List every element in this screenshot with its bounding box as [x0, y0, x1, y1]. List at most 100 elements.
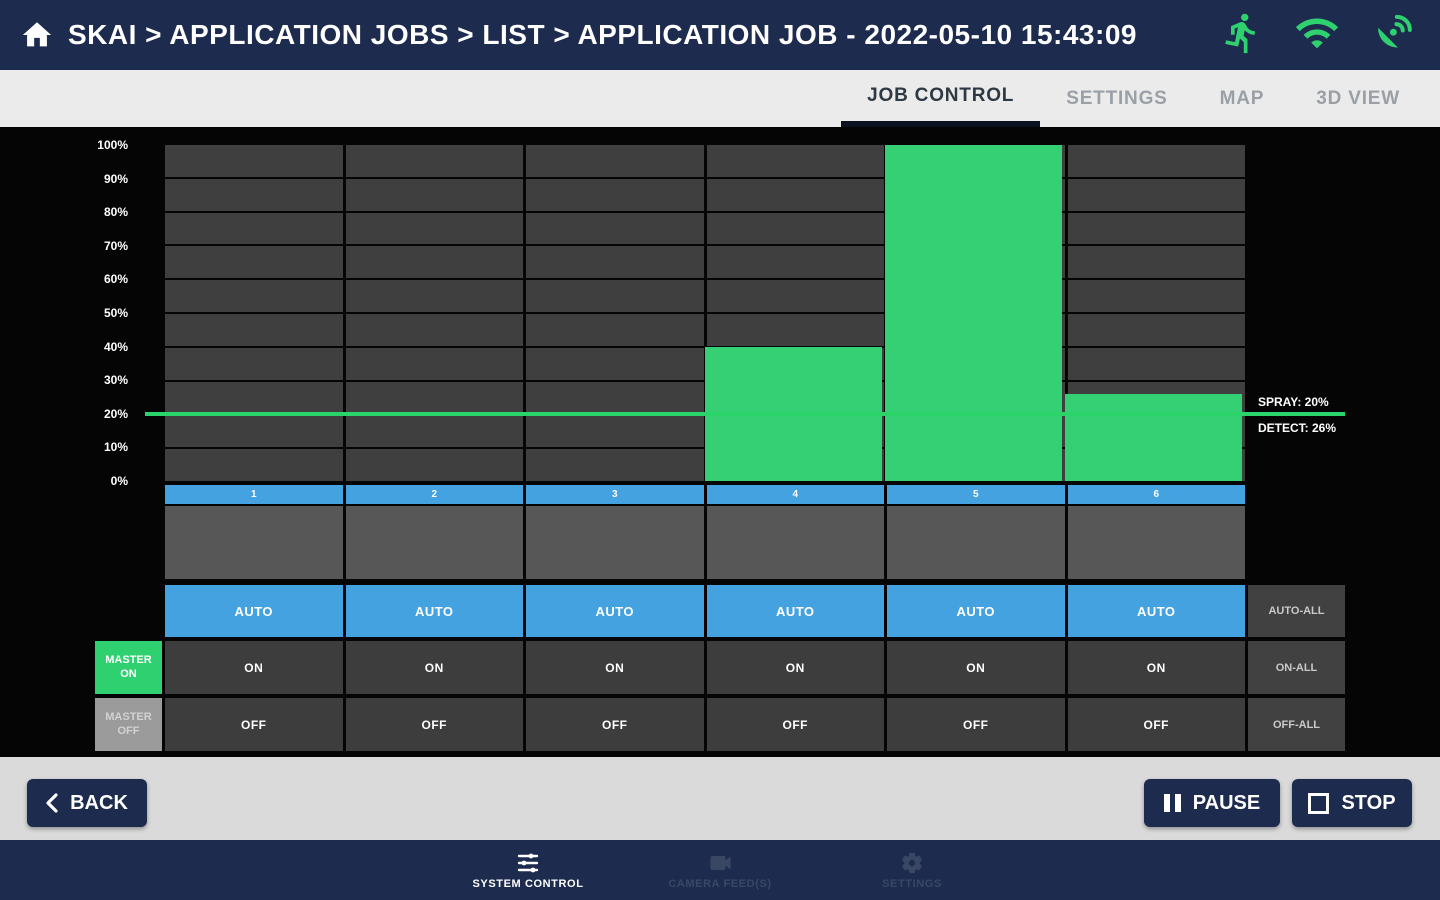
- channel-status-row: [165, 506, 1245, 579]
- y-axis-label: 10%: [103, 440, 128, 455]
- grid-cell: [1067, 246, 1245, 279]
- chevron-left-icon: [46, 793, 58, 813]
- grid-cell: [526, 381, 704, 414]
- on-button-6[interactable]: ON: [1067, 641, 1245, 694]
- auto-button-6[interactable]: AUTO: [1067, 585, 1245, 637]
- on-button-3[interactable]: ON: [526, 641, 704, 694]
- spray-label: SPRAY: 20%: [1255, 394, 1332, 410]
- y-axis-label: 30%: [103, 373, 128, 388]
- on-button-1[interactable]: ON: [165, 641, 343, 694]
- grid-cell: [345, 449, 523, 481]
- nav-camera-feeds[interactable]: CAMERA FEED(S): [647, 851, 793, 890]
- spray-bar-column-5: [885, 145, 1062, 481]
- pause-button-label: PAUSE: [1192, 791, 1261, 814]
- off-all-button[interactable]: OFF-ALL: [1248, 698, 1345, 751]
- master-off-button[interactable]: MASTER OFF: [95, 698, 162, 751]
- channel-status-cell: [1067, 506, 1245, 579]
- grid-cell: [706, 145, 884, 177]
- y-axis-label: 0%: [110, 474, 128, 488]
- job-control-panel: 100% 90% 80% 70% 60% 50% 40% 30% 20% 10%…: [0, 127, 1440, 757]
- channel-index-2: 2: [345, 485, 523, 504]
- tab-settings[interactable]: SETTINGS: [1066, 87, 1168, 109]
- wifi-status-icon: [1294, 10, 1340, 61]
- detect-label: DETECT: 26%: [1255, 420, 1340, 436]
- pause-button[interactable]: PAUSE: [1144, 779, 1280, 827]
- tab-job-control[interactable]: JOB CONTROL: [841, 70, 1041, 127]
- tab-map[interactable]: MAP: [1219, 87, 1265, 109]
- y-axis-label: 70%: [103, 238, 128, 253]
- y-axis-label: 90%: [103, 171, 128, 186]
- off-button-6[interactable]: OFF: [1067, 698, 1245, 751]
- grid-cell: [345, 280, 523, 312]
- grid-cell: [345, 212, 523, 245]
- grid-cell: [526, 145, 704, 177]
- stop-button[interactable]: STOP: [1292, 779, 1412, 827]
- nav-settings[interactable]: SETTINGS: [839, 851, 985, 890]
- nav-system-control-label: SYSTEM CONTROL: [472, 877, 584, 890]
- off-button-3[interactable]: OFF: [526, 698, 704, 751]
- auto-button-4[interactable]: AUTO: [706, 585, 884, 637]
- auto-all-button[interactable]: AUTO-ALL: [1248, 585, 1345, 637]
- grid-cell: [706, 313, 884, 346]
- y-axis-label: 40%: [103, 339, 128, 354]
- on-button-4[interactable]: ON: [706, 641, 884, 694]
- grid-cell: [345, 178, 523, 211]
- y-axis-label: 80%: [103, 205, 128, 220]
- grid-cell: [1067, 280, 1245, 312]
- y-axis: 100% 90% 80% 70% 60% 50% 40% 30% 20% 10%…: [0, 138, 150, 488]
- grid-cell: [165, 212, 343, 245]
- channel-status-cell: [526, 506, 704, 579]
- grid-cell: [345, 313, 523, 346]
- back-button[interactable]: BACK: [27, 779, 147, 827]
- off-button-2[interactable]: OFF: [345, 698, 523, 751]
- auto-button-1[interactable]: AUTO: [165, 585, 343, 637]
- breadcrumb[interactable]: SKAI > APPLICATION JOBS > LIST > APPLICA…: [68, 19, 1137, 50]
- grid-cell: [526, 449, 704, 481]
- sliders-icon: [516, 851, 540, 875]
- off-button-1[interactable]: OFF: [165, 698, 343, 751]
- on-button-2[interactable]: ON: [345, 641, 523, 694]
- stop-button-label: STOP: [1341, 791, 1396, 814]
- grid-cell: [526, 178, 704, 211]
- off-button-row: OFF OFF OFF OFF OFF OFF: [165, 698, 1245, 751]
- auto-button-5[interactable]: AUTO: [887, 585, 1065, 637]
- grid-cell: [706, 212, 884, 245]
- grid-cell: [526, 280, 704, 312]
- auto-button-2[interactable]: AUTO: [345, 585, 523, 637]
- grid-cell: [345, 347, 523, 380]
- stop-icon: [1308, 792, 1330, 814]
- on-button-row: ON ON ON ON ON ON: [165, 641, 1245, 694]
- master-on-button[interactable]: MASTER ON: [95, 641, 162, 694]
- grid-cell: [526, 347, 704, 380]
- grid-cell: [1067, 347, 1245, 380]
- channel-index-5: 5: [887, 485, 1065, 504]
- gear-icon: [900, 851, 924, 875]
- off-button-4[interactable]: OFF: [706, 698, 884, 751]
- tab-3d-view[interactable]: 3D VIEW: [1316, 87, 1400, 109]
- grid-cell: [165, 381, 343, 414]
- home-icon[interactable]: [20, 18, 54, 52]
- y-axis-label: 20%: [103, 406, 128, 421]
- grid-cell: [165, 145, 343, 177]
- nav-system-control[interactable]: SYSTEM CONTROL: [455, 851, 601, 890]
- grid-cell: [165, 178, 343, 211]
- chart-bars: SPRAY: 20% DETECT: 26%: [145, 145, 1345, 481]
- channel-index-1: 1: [165, 485, 343, 504]
- grid-cell: [345, 381, 523, 414]
- grid-cell: [1067, 212, 1245, 245]
- auto-button-3[interactable]: AUTO: [526, 585, 704, 637]
- back-button-label: BACK: [70, 791, 128, 814]
- grid-cell: [706, 246, 884, 279]
- top-bar: SKAI > APPLICATION JOBS > LIST > APPLICA…: [0, 0, 1440, 70]
- footer-bar: BACK PAUSE STOP: [0, 757, 1440, 840]
- off-button-5[interactable]: OFF: [887, 698, 1065, 751]
- on-button-5[interactable]: ON: [887, 641, 1065, 694]
- grid-cell: [526, 246, 704, 279]
- channel-status-cell: [706, 506, 884, 579]
- bottom-nav: SYSTEM CONTROL CAMERA FEED(S) SETTINGS: [0, 840, 1440, 900]
- channel-index-row: 1 2 3 4 5 6: [165, 485, 1245, 504]
- satellite-status-icon: [1370, 10, 1416, 61]
- on-all-button[interactable]: ON-ALL: [1248, 641, 1345, 694]
- grid-cell: [345, 145, 523, 177]
- grid-cell: [526, 212, 704, 245]
